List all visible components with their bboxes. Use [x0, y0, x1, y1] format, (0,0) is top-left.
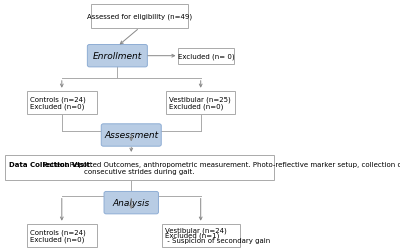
- Text: Analysis: Analysis: [113, 198, 150, 207]
- FancyBboxPatch shape: [27, 224, 96, 247]
- FancyBboxPatch shape: [5, 155, 274, 181]
- FancyBboxPatch shape: [87, 45, 147, 68]
- Text: Assessment: Assessment: [104, 131, 158, 140]
- FancyBboxPatch shape: [104, 192, 158, 214]
- Text: Controls (n=24): Controls (n=24): [30, 229, 86, 235]
- Text: Excluded (n=0): Excluded (n=0): [30, 236, 84, 242]
- FancyBboxPatch shape: [166, 91, 236, 114]
- FancyBboxPatch shape: [91, 5, 188, 28]
- Text: Data Collection Visit:: Data Collection Visit:: [9, 162, 93, 168]
- Text: - Suspicion of secondary gain: - Suspicion of secondary gain: [164, 238, 270, 244]
- FancyBboxPatch shape: [27, 91, 96, 114]
- FancyBboxPatch shape: [101, 124, 161, 146]
- FancyBboxPatch shape: [178, 48, 234, 64]
- FancyBboxPatch shape: [162, 224, 240, 247]
- Text: Assessed for eligibility (n=49): Assessed for eligibility (n=49): [87, 14, 192, 20]
- Text: Controls (n=24): Controls (n=24): [30, 96, 86, 103]
- Text: consecutive strides during gait.: consecutive strides during gait.: [84, 168, 195, 174]
- Text: Patient Reported Outcomes, anthropometric measurement. Photo-reflective marker s: Patient Reported Outcomes, anthropometri…: [41, 162, 400, 168]
- Text: Excluded (n= 0): Excluded (n= 0): [178, 53, 234, 60]
- Text: Vestibular (n=24): Vestibular (n=24): [164, 226, 226, 233]
- Text: Excluded (n=0): Excluded (n=0): [169, 103, 223, 110]
- Text: Vestibular (n=25): Vestibular (n=25): [169, 96, 230, 103]
- Text: Excluded (n=0): Excluded (n=0): [30, 103, 84, 110]
- Text: Enrollment: Enrollment: [93, 52, 142, 61]
- Text: Excluded (n=1): Excluded (n=1): [164, 232, 219, 238]
